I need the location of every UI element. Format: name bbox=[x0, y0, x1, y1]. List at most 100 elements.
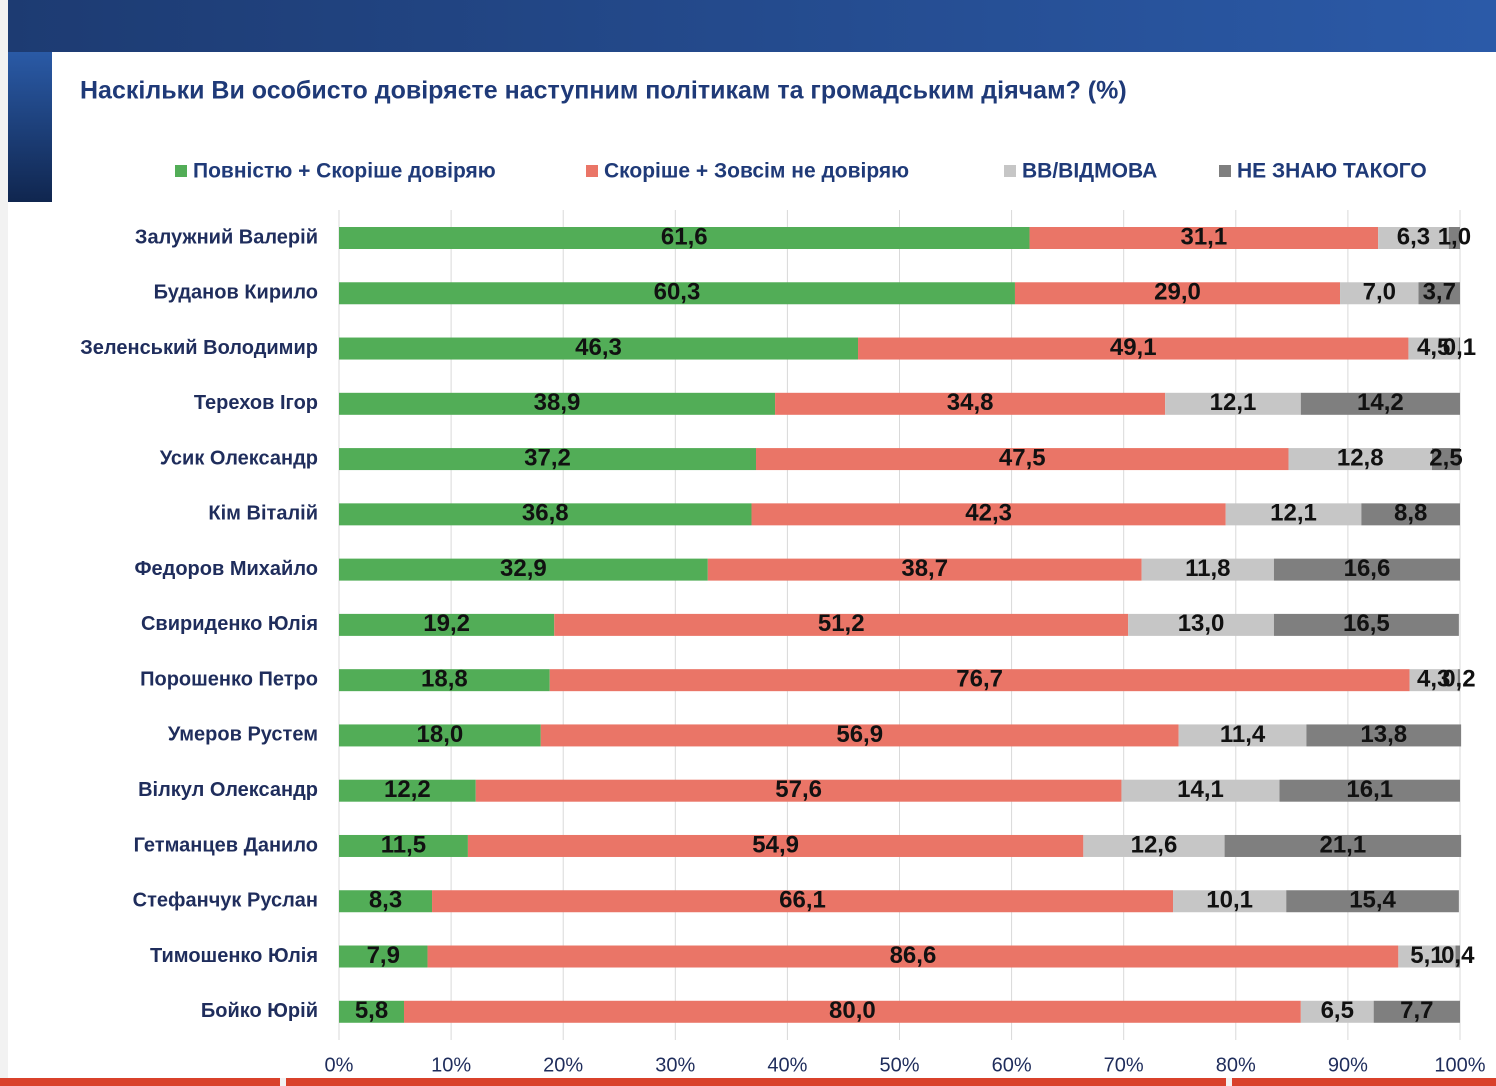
bar-segment bbox=[1273, 613, 1459, 636]
bar-segment bbox=[540, 724, 1179, 747]
footer-strip bbox=[0, 1078, 280, 1086]
data-label: 11,4 bbox=[1220, 721, 1266, 748]
bar-segment bbox=[475, 779, 1122, 802]
x-tick-label: 80% bbox=[1216, 1054, 1256, 1076]
data-label: 42,3 bbox=[965, 500, 1012, 527]
y-tick-label: Кім Віталій bbox=[208, 503, 318, 525]
bar-segment bbox=[339, 669, 550, 692]
data-label: 8,8 bbox=[1394, 500, 1427, 527]
bar-segment bbox=[1029, 227, 1379, 249]
y-tick-label: Тимошенко Юлія bbox=[150, 945, 318, 967]
data-label: 16,6 bbox=[1344, 555, 1391, 582]
data-label: 0,1 bbox=[1443, 334, 1476, 361]
data-label: 11,8 bbox=[1185, 555, 1230, 582]
bar-segment bbox=[432, 890, 1174, 913]
bar-segment bbox=[1288, 448, 1432, 471]
bar-segment bbox=[751, 503, 1226, 526]
bar-segment bbox=[1225, 503, 1362, 526]
x-tick-label: 30% bbox=[655, 1054, 695, 1076]
legend-label: НЕ ЗНАЮ ТАКОГО bbox=[1237, 160, 1427, 183]
x-tick-label: 20% bbox=[543, 1054, 583, 1076]
data-label: 54,9 bbox=[752, 831, 799, 858]
data-label: 31,1 bbox=[1180, 223, 1227, 250]
data-label: 14,1 bbox=[1177, 776, 1224, 803]
bar-segment bbox=[1141, 558, 1274, 581]
y-tick-label: Стефанчук Руслан bbox=[133, 890, 318, 912]
data-label: 8,3 bbox=[369, 887, 402, 914]
y-tick-label: Свириденко Юлія bbox=[141, 613, 318, 635]
bar-segment bbox=[1273, 558, 1460, 581]
x-tick-label: 70% bbox=[1104, 1054, 1144, 1076]
data-label: 34,8 bbox=[947, 389, 994, 416]
data-label: 46,3 bbox=[575, 334, 622, 361]
data-label: 37,2 bbox=[524, 444, 571, 471]
footer-strip bbox=[1232, 1078, 1496, 1086]
footer-strip bbox=[286, 1078, 1226, 1086]
data-label: 86,6 bbox=[890, 942, 937, 969]
data-label: 5,1 bbox=[1410, 942, 1443, 969]
x-tick-label: 60% bbox=[992, 1054, 1032, 1076]
chart-title: Наскільки Ви особисто довіряєте наступни… bbox=[80, 77, 1127, 105]
y-tick-label: Терехов Ігор bbox=[194, 392, 318, 414]
y-tick-label: Гетманцев Данило bbox=[134, 834, 318, 856]
y-tick-label: Зеленський Володимир bbox=[80, 337, 318, 359]
bar-segment bbox=[339, 945, 428, 968]
legend-swatch bbox=[175, 165, 187, 177]
bar-segment bbox=[339, 448, 757, 471]
bar-segment bbox=[339, 282, 1015, 305]
bar-segment bbox=[339, 890, 433, 913]
bar-segment bbox=[1279, 779, 1460, 802]
data-label: 11,5 bbox=[381, 831, 426, 858]
bar-segment bbox=[1398, 945, 1456, 968]
data-label: 12,1 bbox=[1210, 389, 1257, 416]
data-label: 2,5 bbox=[1429, 444, 1462, 471]
bar-segment bbox=[467, 834, 1084, 857]
bar-segment bbox=[1300, 1000, 1374, 1023]
data-label: 12,2 bbox=[384, 776, 431, 803]
data-label: 12,1 bbox=[1270, 500, 1317, 527]
legend-swatch bbox=[1004, 165, 1016, 177]
bar-segment bbox=[1408, 337, 1459, 360]
bar-segment bbox=[1178, 724, 1307, 747]
data-label: 76,7 bbox=[956, 666, 1003, 693]
data-label: 0,4 bbox=[1441, 942, 1475, 969]
data-label: 32,9 bbox=[500, 555, 547, 582]
x-tick-label: 40% bbox=[767, 1054, 807, 1076]
bar-segment bbox=[858, 337, 1409, 360]
data-label: 51,2 bbox=[818, 610, 865, 637]
data-label: 13,0 bbox=[1178, 610, 1225, 637]
data-label: 19,2 bbox=[423, 610, 470, 637]
bar-segment bbox=[1448, 227, 1460, 249]
bar-segment bbox=[339, 1000, 405, 1023]
side-band bbox=[8, 52, 52, 202]
bar-segment bbox=[339, 227, 1030, 249]
bar-segment bbox=[1455, 945, 1460, 968]
bar-segment bbox=[707, 558, 1142, 581]
data-label: 47,5 bbox=[999, 444, 1046, 471]
bar-segment bbox=[1014, 282, 1341, 305]
bar-segment bbox=[1165, 392, 1301, 415]
legend-swatch bbox=[586, 165, 598, 177]
data-label: 16,5 bbox=[1343, 610, 1390, 637]
data-label: 12,6 bbox=[1131, 831, 1178, 858]
bar-segment bbox=[1431, 448, 1460, 471]
data-label: 14,2 bbox=[1357, 389, 1404, 416]
x-tick-label: 100% bbox=[1434, 1054, 1485, 1076]
data-label: 7,0 bbox=[1363, 279, 1396, 306]
data-label: 66,1 bbox=[779, 887, 826, 914]
bar-segment bbox=[339, 834, 468, 857]
header-band bbox=[8, 0, 1496, 52]
data-label: 56,9 bbox=[836, 721, 883, 748]
data-label: 5,8 bbox=[355, 997, 388, 1024]
data-label: 1,0 bbox=[1438, 223, 1471, 250]
legend-label: Скоріше + Зовсім не довіряю bbox=[604, 160, 909, 183]
bar-segment bbox=[339, 503, 752, 526]
data-label: 16,1 bbox=[1346, 776, 1393, 803]
bar-segment bbox=[339, 392, 776, 415]
x-tick-label: 90% bbox=[1328, 1054, 1368, 1076]
data-label: 36,8 bbox=[522, 500, 569, 527]
bar-segment bbox=[549, 669, 1410, 692]
bar-segment bbox=[1378, 227, 1449, 249]
bar-segment bbox=[1340, 282, 1419, 305]
